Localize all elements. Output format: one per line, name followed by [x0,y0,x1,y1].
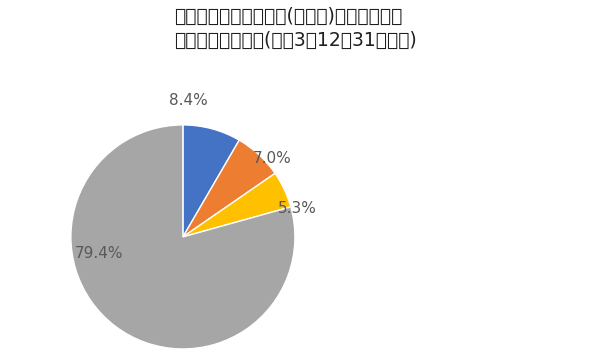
Wedge shape [183,173,291,237]
Text: 79.4%: 79.4% [75,246,123,261]
Wedge shape [183,140,275,237]
Wedge shape [183,125,240,237]
Text: 7.0%: 7.0% [253,151,292,166]
Text: 5.3%: 5.3% [278,201,317,216]
Text: 青色防犯パトロール車(青パト)運用車両台数
全国に占める割合(令和3年12月31日現在): 青色防犯パトロール車(青パト)運用車両台数 全国に占める割合(令和3年12月31… [173,7,417,50]
Wedge shape [71,125,295,349]
Text: 8.4%: 8.4% [169,93,208,108]
